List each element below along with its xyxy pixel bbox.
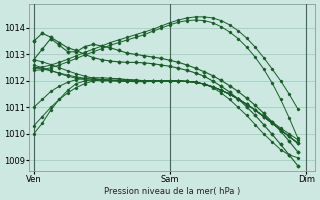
X-axis label: Pression niveau de la mer( hPa ): Pression niveau de la mer( hPa )	[104, 187, 240, 196]
